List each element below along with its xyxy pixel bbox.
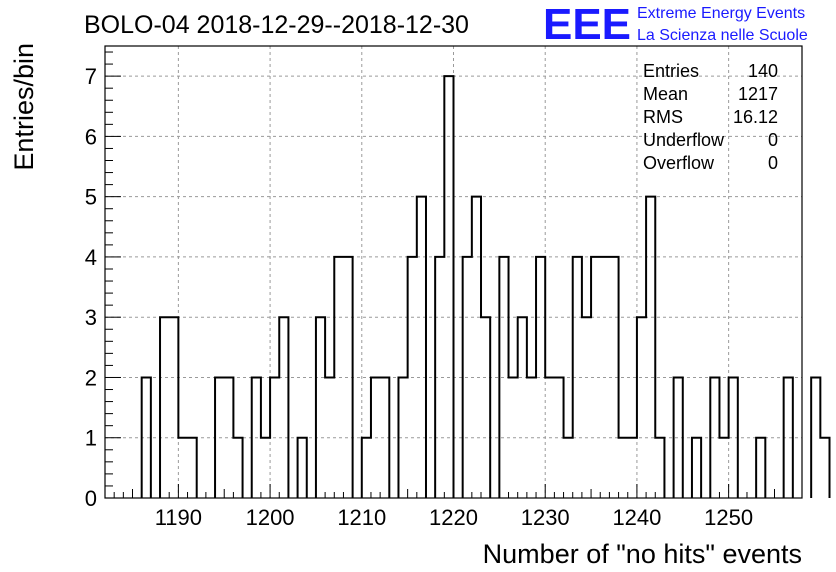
y-tick-label: 7	[85, 64, 97, 89]
stats-label: Overflow	[643, 153, 715, 173]
x-axis-label: Number of "no hits" events	[483, 539, 802, 569]
x-tick-label: 1190	[155, 505, 202, 530]
histogram-bin	[261, 438, 270, 498]
histogram-bin	[160, 317, 169, 498]
histogram-bin	[811, 377, 820, 498]
stats-label: Entries	[643, 61, 699, 81]
y-tick-label: 5	[85, 185, 97, 210]
eee-logo-line2: La Scienza nelle Scuole	[637, 27, 808, 44]
histogram-bin	[444, 76, 453, 498]
histogram-bin	[408, 257, 417, 498]
histogram-bin	[499, 257, 508, 498]
histogram-bin	[719, 438, 728, 498]
x-tick-label: 1230	[521, 505, 570, 530]
histogram-bin	[756, 438, 765, 498]
histogram-bin	[472, 197, 481, 498]
histogram-bin	[554, 377, 563, 498]
y-tick-label: 4	[85, 245, 97, 270]
histogram-bin	[692, 438, 701, 498]
histogram-bin	[591, 257, 600, 498]
histogram-bin	[334, 257, 343, 498]
histogram-bin	[527, 377, 536, 498]
eee-logo-mark: EEE	[543, 0, 631, 49]
x-tick-label: 1250	[704, 505, 753, 530]
histogram-outline	[140, 75, 831, 498]
axes: 1190 1200 1210 1220 1230 1240 1250 0 1 2 3 4 5 6 7	[85, 51, 803, 530]
x-tick-label: 1240	[612, 505, 661, 530]
histogram-bin	[224, 377, 233, 498]
histogram-bin	[600, 257, 609, 498]
histogram-bin	[398, 377, 407, 498]
histogram-bin	[188, 438, 197, 498]
eee-logo: EEE Extreme Energy Events La Scienza nel…	[543, 0, 808, 49]
histogram-bin	[573, 257, 582, 498]
y-tick-label: 0	[85, 486, 97, 511]
histogram-bin	[233, 438, 242, 498]
histogram-bin	[619, 438, 628, 498]
y-axis-label: Entries/bin	[9, 43, 39, 171]
histogram-bin	[655, 438, 664, 498]
eee-logo-line1: Extreme Energy Events	[637, 5, 805, 22]
stats-label: Underflow	[643, 130, 725, 150]
histogram-bin	[637, 317, 646, 498]
histogram-bin	[169, 317, 178, 498]
y-tick-label: 1	[85, 426, 97, 451]
histogram-bin	[710, 377, 719, 498]
histogram-bin	[481, 317, 490, 498]
x-tick-label: 1200	[246, 505, 295, 530]
histogram-bin	[362, 438, 371, 498]
histogram-bin	[371, 377, 380, 498]
stats-value: 140	[748, 61, 778, 81]
y-tick-label: 3	[85, 305, 97, 330]
histogram-bin	[536, 257, 545, 498]
histogram-bin	[380, 377, 389, 498]
histogram-bin	[417, 197, 426, 498]
histogram-bin	[270, 377, 279, 498]
stats-value: 16.12	[733, 107, 778, 127]
y-tick-label: 2	[85, 365, 97, 390]
histogram-bin	[325, 377, 334, 498]
histogram-bin	[178, 438, 187, 498]
histogram-bin	[142, 377, 151, 498]
stats-box: Entries 140 Mean 1217 RMS 16.12 Underflow 0 Over…	[643, 61, 778, 173]
stats-label: RMS	[643, 107, 683, 127]
histogram-bin	[518, 317, 527, 498]
histogram-bin	[729, 377, 738, 498]
x-tick-label: 1210	[337, 505, 386, 530]
histogram-bin	[343, 257, 352, 498]
y-tick-label: 6	[85, 124, 97, 149]
histogram-bin	[215, 377, 224, 498]
histogram-bin	[674, 377, 683, 498]
stats-value: 0	[768, 130, 778, 150]
histogram-bin	[609, 257, 618, 498]
histogram-bin	[279, 317, 288, 498]
chart-title: BOLO-04 2018-12-29--2018-12-30	[84, 11, 469, 39]
histogram-bin	[582, 317, 591, 498]
histogram-bins	[142, 76, 830, 498]
histogram-bin	[784, 377, 793, 498]
stats-label: Mean	[643, 84, 688, 104]
x-tick-label: 1220	[429, 505, 478, 530]
histogram-bin	[820, 438, 829, 498]
histogram-bin	[435, 257, 444, 498]
stats-value: 1217	[738, 84, 778, 104]
histogram-bin	[509, 377, 518, 498]
histogram-bin	[316, 317, 325, 498]
stats-value: 0	[768, 153, 778, 173]
histogram-bin	[298, 438, 307, 498]
histogram-bin	[646, 197, 655, 498]
histogram-bin	[252, 377, 261, 498]
histogram-bin	[463, 257, 472, 498]
histogram-bin	[545, 377, 554, 498]
histogram-bin	[628, 438, 637, 498]
histogram-bin	[564, 438, 573, 498]
